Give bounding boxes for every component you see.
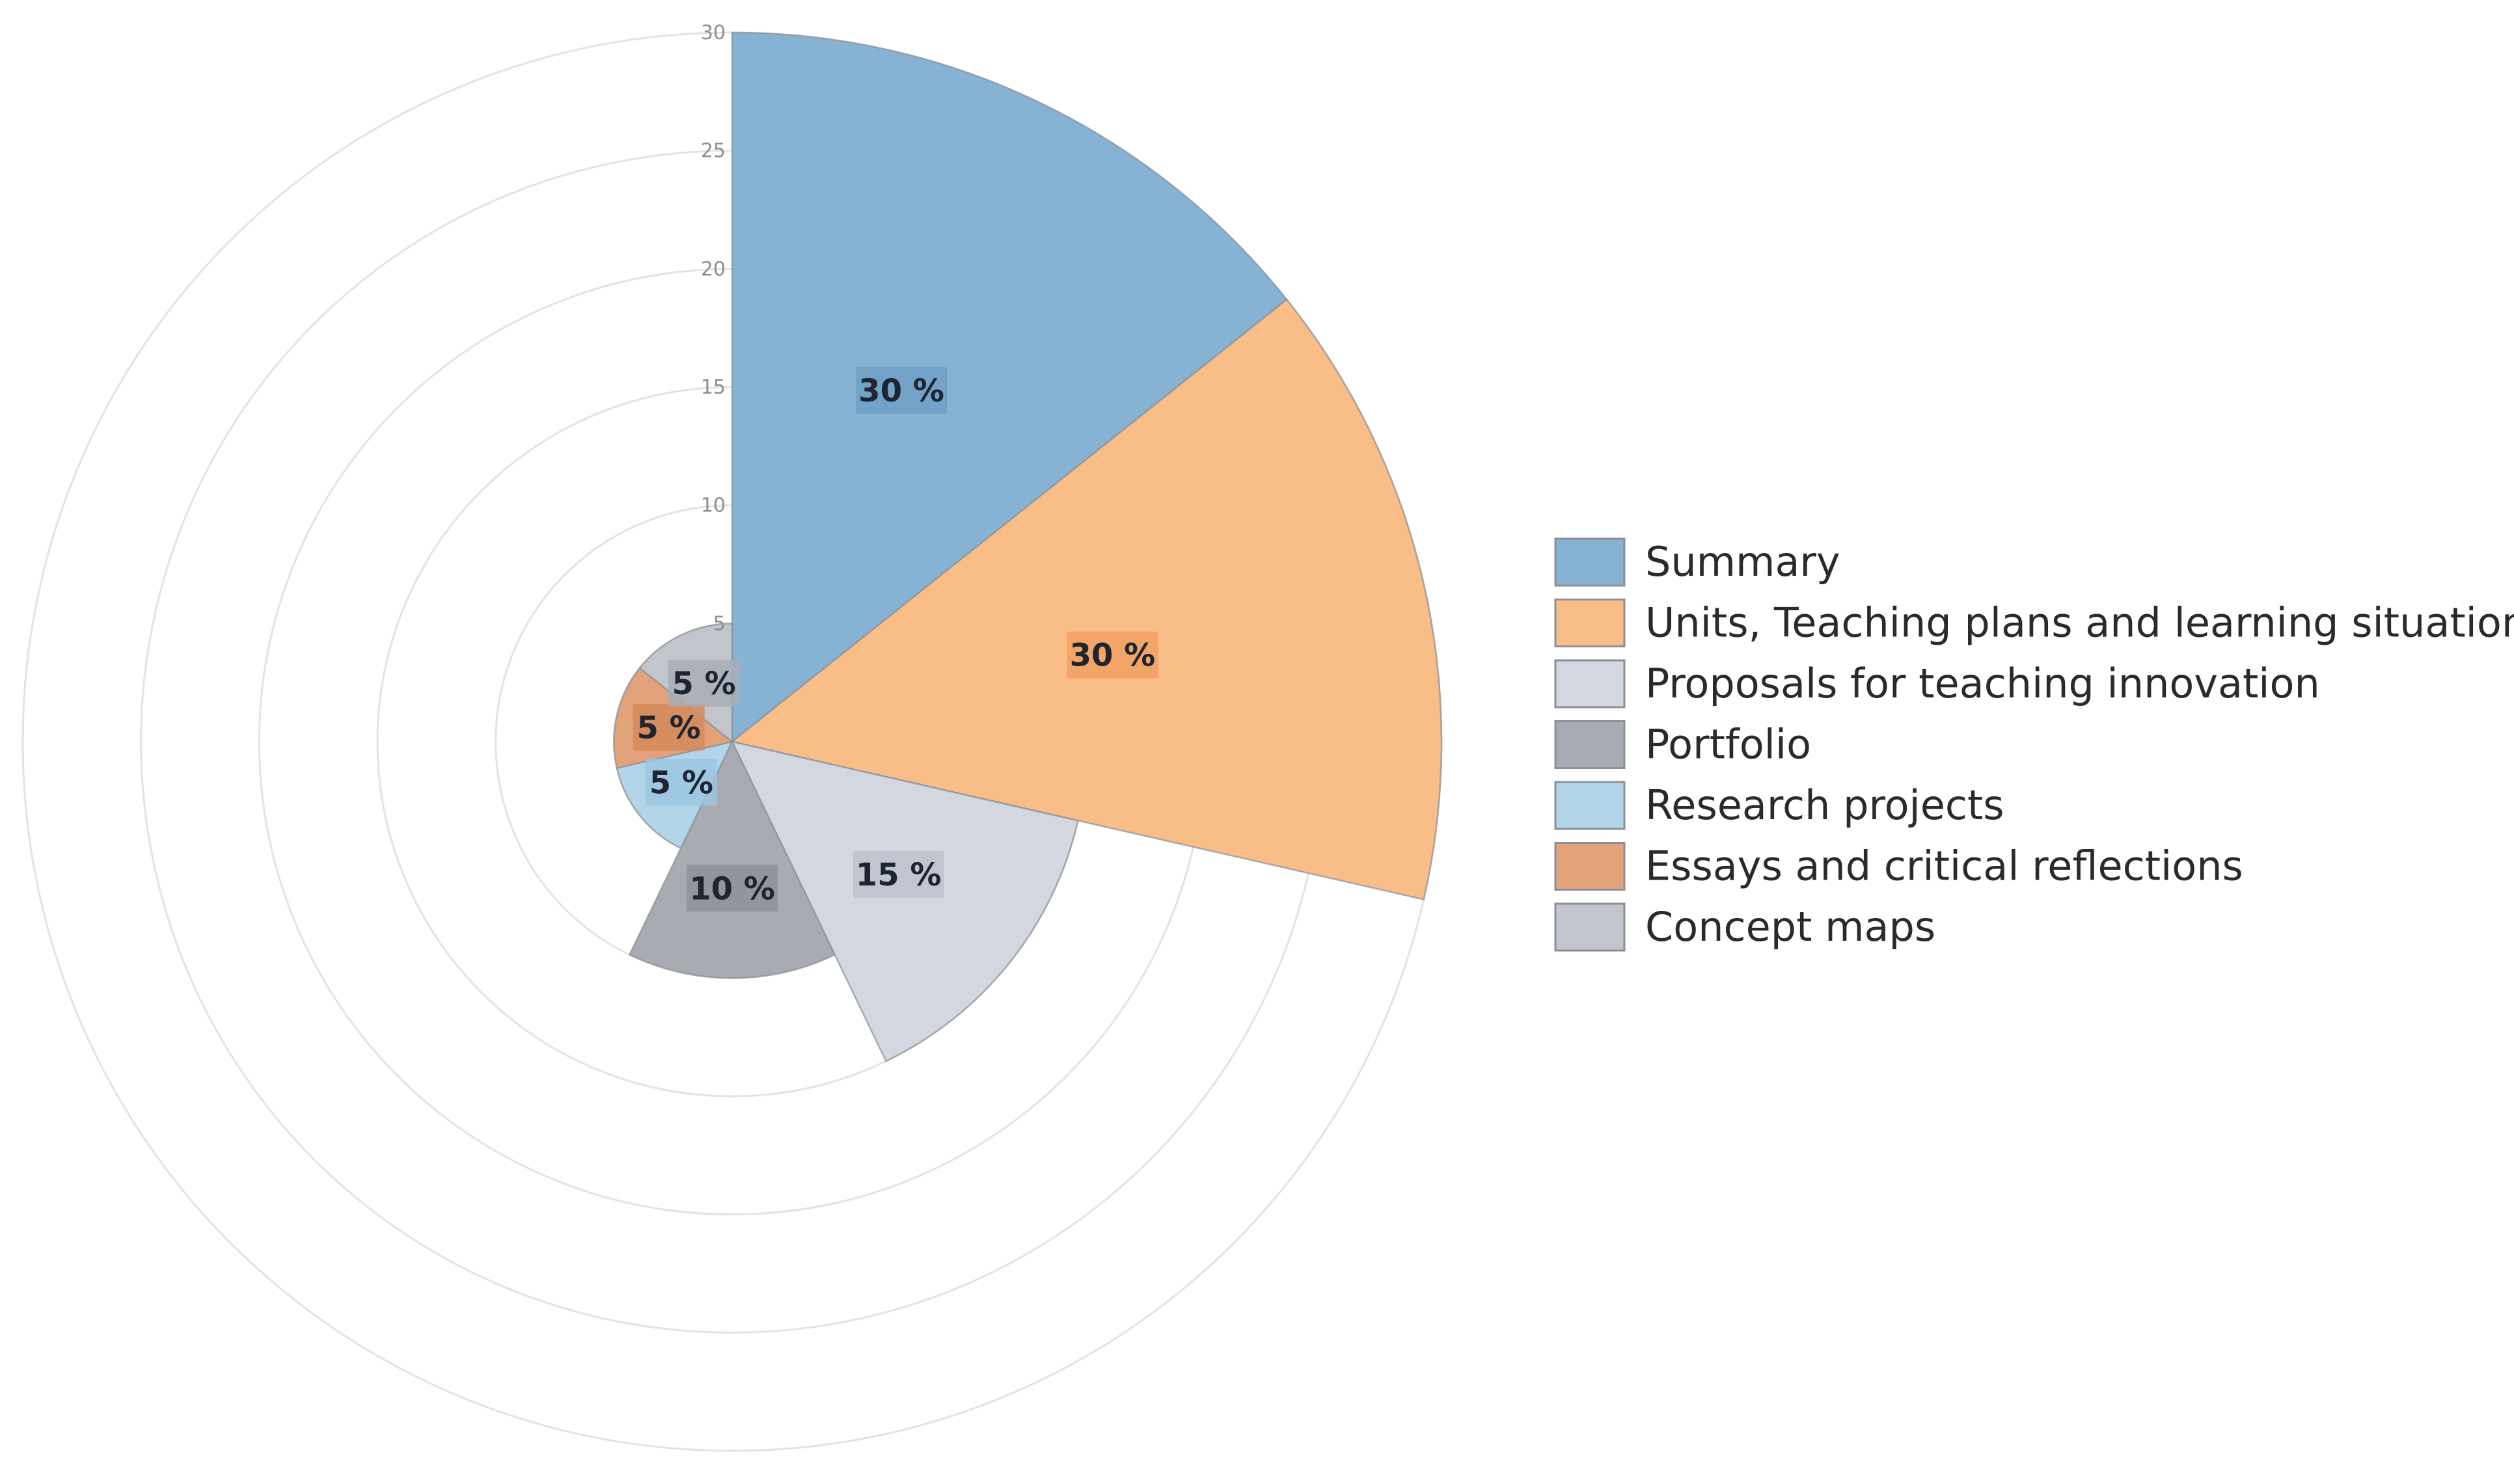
data-label-units-teaching-plans-and-learning-situations: 30 % xyxy=(1067,631,1158,679)
legend-swatch xyxy=(1554,599,1626,647)
r-tick-label-15: 15 xyxy=(701,376,726,399)
legend-swatch xyxy=(1554,781,1626,830)
data-label-box xyxy=(687,865,778,912)
legend-label: Summary xyxy=(1645,538,1840,586)
slice-summary[interactable] xyxy=(731,31,1288,744)
data-label-essays-and-critical-reflections: 5 % xyxy=(633,703,705,751)
r-tick-label-20: 20 xyxy=(701,258,726,280)
radial-tick-labels: 5 10 15 20 25 30 xyxy=(701,21,726,635)
legend: Summary Units, Teaching plans and learnin… xyxy=(1554,537,2514,952)
data-label-box xyxy=(1067,631,1158,679)
legend-item-research-projects[interactable]: Research projects xyxy=(1554,781,2004,830)
r-tick-label-10: 10 xyxy=(701,494,726,517)
slice-proposals-for-teaching-innovation[interactable] xyxy=(730,740,1079,1062)
legend-label: Essays and critical reflections xyxy=(1645,843,2243,890)
legend-item-units-teaching-plans-and-learning-situations[interactable]: Units, Teaching plans and learning situa… xyxy=(1554,599,2514,647)
slice-portfolio[interactable] xyxy=(628,740,836,979)
legend-label: Units, Teaching plans and learning situa… xyxy=(1645,599,2514,647)
r-tick-label-5: 5 xyxy=(713,612,726,635)
data-label-proposals-for-teaching-innovation: 15 % xyxy=(853,850,944,898)
data-label-text: 5 % xyxy=(649,764,713,801)
legend-label: Proposals for teaching innovation xyxy=(1645,660,2320,707)
legend-label: Research projects xyxy=(1645,781,2004,829)
slices xyxy=(613,31,1443,1062)
legend-item-essays-and-critical-reflections[interactable]: Essays and critical reflections xyxy=(1554,842,2243,891)
legend-swatch xyxy=(1554,902,1626,952)
legend-item-concept-maps[interactable]: Concept maps xyxy=(1554,902,1935,952)
legend-item-portfolio[interactable]: Portfolio xyxy=(1554,720,1811,769)
data-label-text: 10 % xyxy=(689,870,775,907)
legend-swatch xyxy=(1554,720,1626,769)
r-tick-label-25: 25 xyxy=(701,140,726,163)
data-label-concept-maps: 5 % xyxy=(668,659,740,707)
data-label-text: 5 % xyxy=(672,666,736,702)
legend-swatch xyxy=(1554,659,1626,708)
legend-label: Concept maps xyxy=(1645,903,1935,951)
data-label-box xyxy=(645,759,717,806)
data-label-box xyxy=(668,659,740,707)
data-label-portfolio: 10 % xyxy=(687,865,778,912)
r-tick-label-30: 30 xyxy=(701,21,726,44)
data-label-text: 30 % xyxy=(1070,638,1156,674)
data-label-text: 15 % xyxy=(856,857,942,893)
data-label-box xyxy=(856,366,948,414)
legend-swatch xyxy=(1554,537,1626,587)
data-labels: 30 % 30 % 15 % 10 % 5 % 5 % 5 % xyxy=(633,366,1158,912)
data-label-summary: 30 % xyxy=(856,366,948,414)
data-label-research-projects: 5 % xyxy=(645,759,717,806)
data-label-box xyxy=(853,850,944,898)
legend-label: Portfolio xyxy=(1645,721,1811,768)
slice-units-teaching-plans-and-learning-situations[interactable] xyxy=(730,298,1443,901)
data-label-box xyxy=(633,703,705,751)
legend-swatch xyxy=(1554,842,1626,891)
legend-item-summary[interactable]: Summary xyxy=(1554,537,1840,587)
legend-item-proposals-for-teaching-innovation[interactable]: Proposals for teaching innovation xyxy=(1554,659,2320,708)
data-label-text: 5 % xyxy=(636,710,700,746)
data-label-text: 30 % xyxy=(858,373,944,409)
